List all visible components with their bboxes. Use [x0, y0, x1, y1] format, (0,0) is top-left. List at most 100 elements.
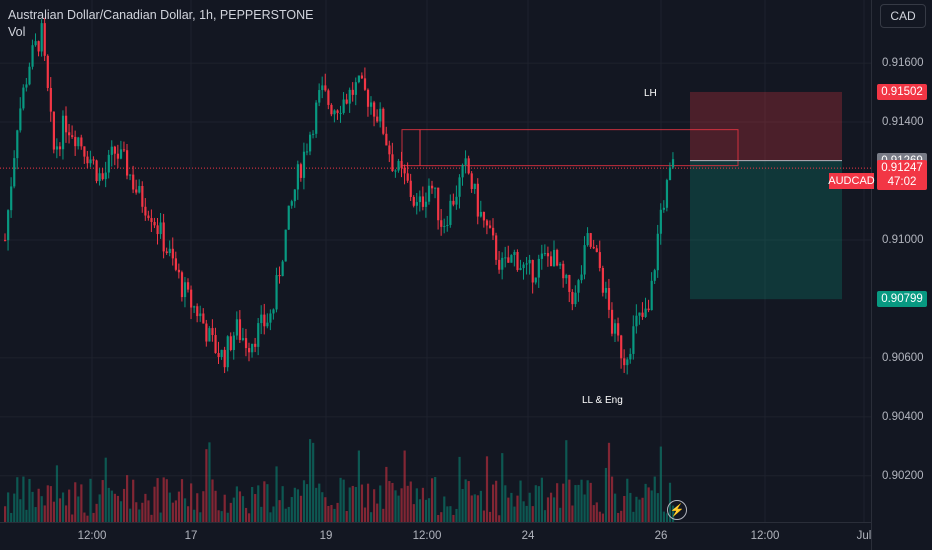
volume-bar [147, 500, 150, 522]
candle-body [263, 314, 266, 327]
candle-body [373, 102, 376, 117]
price-tick-label: 0.91400 [882, 116, 924, 129]
volume-bar [373, 489, 376, 522]
volume-bar [516, 495, 519, 522]
volume-bar [366, 483, 370, 522]
take-profit-zone[interactable] [690, 160, 842, 300]
candle-body [583, 245, 586, 275]
lower-low-engulfing-label[interactable]: LL & Eng [582, 395, 623, 406]
candle-body [610, 309, 614, 334]
price-tick-label: 0.90200 [882, 469, 924, 482]
stop-loss-zone[interactable] [690, 91, 842, 161]
candle-body [397, 160, 400, 171]
volume-bar [458, 456, 461, 522]
candle-body [632, 326, 635, 354]
candle-body [617, 323, 620, 336]
lower-high-label[interactable]: LH [644, 88, 657, 99]
candle-body [467, 158, 470, 174]
time-tick-label: 19 [319, 530, 333, 542]
volume-bar [193, 509, 196, 522]
volume-bar [296, 489, 299, 522]
candle-body [400, 160, 403, 168]
candle-body [641, 312, 644, 317]
candle-body [25, 84, 28, 88]
candle-body [19, 108, 22, 131]
candle-body [190, 289, 193, 308]
candle-body [107, 154, 110, 173]
volume-bar [507, 497, 510, 522]
volume-bar [455, 508, 458, 522]
candle-body [534, 277, 537, 283]
candle-body [638, 312, 641, 316]
candle-body [339, 112, 342, 114]
volume-bar [421, 487, 425, 522]
supply-zone-box[interactable] [401, 129, 739, 167]
candle-body [52, 111, 55, 150]
volume-bar [241, 496, 245, 522]
candle-body [129, 174, 132, 176]
volume-bar [132, 479, 135, 522]
lightning-icon[interactable]: ⚡ [667, 500, 687, 520]
volume-bar [431, 478, 434, 522]
time-tick-label: 12:00 [750, 530, 780, 542]
candle-body [388, 145, 391, 155]
volume-bar [238, 491, 242, 522]
time-tick-label: 24 [521, 530, 535, 542]
candle-body [330, 104, 333, 115]
candle-body [37, 41, 40, 52]
volume-bar [434, 477, 437, 522]
candle-body [165, 251, 168, 254]
volume-bar [623, 496, 626, 522]
candle-body [507, 257, 510, 263]
volume-bar [40, 496, 43, 522]
candle-body [470, 173, 473, 189]
candle-body [309, 134, 312, 152]
volume-bar [446, 506, 449, 522]
symbol-title[interactable]: Australian Dollar/Canadian Dollar, 1h, P… [8, 8, 314, 22]
volume-bar [519, 480, 522, 522]
volume-bar [388, 481, 391, 522]
volume-bar [92, 512, 95, 522]
candle-body [604, 287, 608, 293]
volume-bar [467, 481, 470, 522]
candle-body [342, 99, 345, 113]
candle-body [101, 173, 104, 180]
volume-bar [610, 476, 614, 522]
volume-bar [370, 512, 373, 522]
volume-bar [16, 477, 19, 522]
volume-label[interactable]: Vol [8, 25, 26, 39]
candle-body [10, 186, 13, 211]
stop-loss-price-tag: 0.91502 [877, 83, 927, 100]
volume-bar [150, 514, 153, 522]
candle-body [659, 209, 662, 234]
candle-body [488, 225, 492, 228]
candle-body [485, 220, 489, 226]
volume-bar [531, 506, 534, 522]
volume-bar [510, 492, 513, 522]
candle-body [360, 75, 364, 79]
volume-bar [562, 483, 565, 522]
currency-button[interactable]: CAD [880, 4, 926, 28]
candle-body [196, 306, 199, 317]
time-tick-label: 17 [184, 530, 198, 542]
volume-bar [577, 484, 580, 522]
candle-body [449, 200, 452, 225]
volume-bar [34, 507, 37, 522]
candle-body [656, 233, 659, 271]
volume-bar [138, 509, 141, 522]
volume-bar [68, 489, 71, 522]
candle-body [434, 187, 437, 189]
volume-bar [595, 502, 598, 522]
candle-body [437, 187, 440, 221]
candle-body [269, 313, 272, 323]
volume-bar [232, 497, 235, 522]
candle-body [650, 280, 653, 311]
time-tick-label: Jul [856, 530, 872, 542]
candle-body [98, 173, 101, 182]
candle-body [199, 313, 202, 317]
candle-body [385, 133, 388, 146]
candle-body [464, 158, 467, 165]
volume-bar [534, 485, 537, 522]
